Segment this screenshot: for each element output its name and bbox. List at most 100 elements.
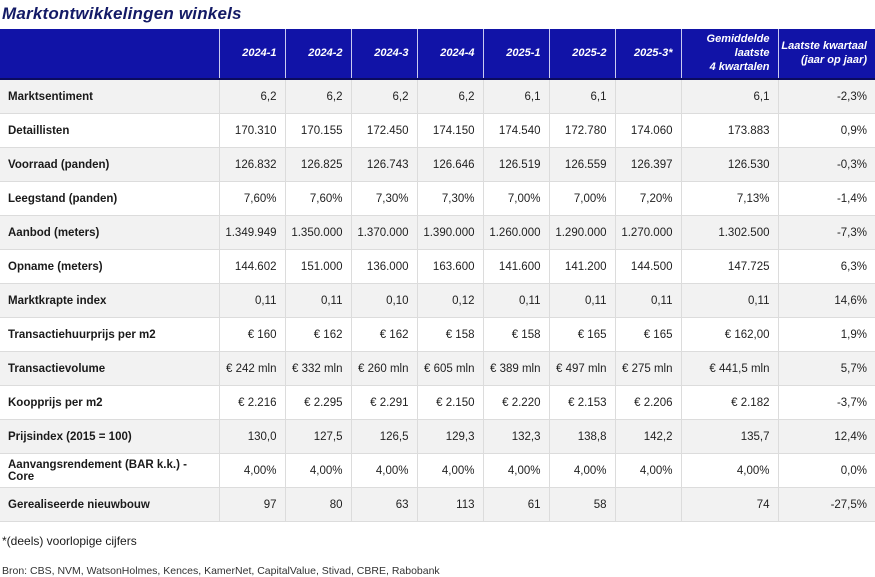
value-cell: € 275 mln bbox=[614, 351, 681, 387]
value-cell: 138,8 bbox=[548, 419, 615, 455]
value-cell: 58 bbox=[548, 487, 615, 523]
value-cell: 7,30% bbox=[350, 181, 417, 217]
value-cell: 135,7 bbox=[680, 419, 778, 455]
value-cell: 141.200 bbox=[548, 249, 615, 285]
value-cell: € 2.291 bbox=[350, 385, 417, 421]
value-cell: 132,3 bbox=[482, 419, 549, 455]
value-cell: € 605 mln bbox=[416, 351, 483, 387]
value-cell: € 441,5 mln bbox=[680, 351, 778, 387]
value-cell: 1.390.000 bbox=[416, 215, 483, 251]
row-label: Aanbod (meters) bbox=[0, 215, 219, 251]
table-row: Marktkrapte index 0,11 0,11 0,10 0,12 0,11 0,1… bbox=[0, 283, 875, 319]
value-cell: 126.519 bbox=[482, 147, 549, 183]
value-cell: € 2.153 bbox=[548, 385, 615, 421]
value-cell: € 162 bbox=[284, 317, 351, 353]
table-row: Aanbod (meters) 1.349.949 1.350.000 1.370.0… bbox=[0, 215, 875, 251]
value-cell: 174.060 bbox=[614, 113, 681, 149]
value-cell: 0,11 bbox=[614, 283, 681, 319]
row-label: Transactiehuurprijs per m2 bbox=[0, 317, 219, 353]
value-cell: 4,00% bbox=[218, 453, 285, 489]
value-cell: 172.780 bbox=[548, 113, 615, 149]
column-header: 2024-2 bbox=[284, 29, 351, 81]
table-row: Transactievolume € 242 mln € 332 mln € 260 … bbox=[0, 351, 875, 387]
source-attribution: Bron: CBS, NVM, WatsonHolmes, Kences, Ka… bbox=[2, 565, 440, 577]
market-developments-table: 2024-1 2024-2 2024-3 2024-4 2025-1 2025-2 2025… bbox=[0, 29, 875, 523]
column-header: 2024-3 bbox=[350, 29, 417, 81]
value-cell: 4,00% bbox=[548, 453, 615, 489]
value-cell: 4,00% bbox=[284, 453, 351, 489]
value-cell: 4,00% bbox=[614, 453, 681, 489]
row-label: Marktsentiment bbox=[0, 79, 219, 115]
value-cell: 6,3% bbox=[777, 249, 875, 285]
value-cell: 141.600 bbox=[482, 249, 549, 285]
value-cell: 97 bbox=[218, 487, 285, 523]
value-cell: -0,3% bbox=[777, 147, 875, 183]
value-cell: 6,1 bbox=[548, 79, 615, 115]
value-cell: 126.646 bbox=[416, 147, 483, 183]
row-label: Voorraad (panden) bbox=[0, 147, 219, 183]
table-body: Marktsentiment 6,2 6,2 6,2 6,2 6,1 6,1 6,1 -2,3%… bbox=[0, 79, 875, 523]
value-cell: 1.290.000 bbox=[548, 215, 615, 251]
value-cell: € 260 mln bbox=[350, 351, 417, 387]
column-header: 2025-1 bbox=[482, 29, 549, 81]
table-row: Transactiehuurprijs per m2 € 160 € 162 € 16… bbox=[0, 317, 875, 353]
table-header: 2024-1 2024-2 2024-3 2024-4 2025-1 2025-2 2025… bbox=[0, 29, 875, 81]
value-cell: 80 bbox=[284, 487, 351, 523]
value-cell: 144.602 bbox=[218, 249, 285, 285]
table-row: Marktsentiment 6,2 6,2 6,2 6,2 6,1 6,1 6,1 -2,3% bbox=[0, 79, 875, 115]
value-cell: 14,6% bbox=[777, 283, 875, 319]
value-cell: 4,00% bbox=[350, 453, 417, 489]
value-cell: 6,2 bbox=[218, 79, 285, 115]
value-cell: 170.155 bbox=[284, 113, 351, 149]
value-cell: -3,7% bbox=[777, 385, 875, 421]
value-cell: € 160 bbox=[218, 317, 285, 353]
header-corner-cell bbox=[0, 29, 219, 81]
row-label: Marktkrapte index bbox=[0, 283, 219, 319]
value-cell: 130,0 bbox=[218, 419, 285, 455]
value-cell: 6,2 bbox=[350, 79, 417, 115]
table-row: Prijsindex (2015 = 100) 130,0 127,5 126,5 12… bbox=[0, 419, 875, 455]
table-row: Leegstand (panden) 7,60% 7,60% 7,30% 7,30% 7,… bbox=[0, 181, 875, 217]
value-cell: 4,00% bbox=[680, 453, 778, 489]
value-cell: 0,11 bbox=[218, 283, 285, 319]
value-cell: 12,4% bbox=[777, 419, 875, 455]
row-label: Gerealiseerde nieuwbouw bbox=[0, 487, 219, 523]
value-cell: € 2.295 bbox=[284, 385, 351, 421]
value-cell: 174.540 bbox=[482, 113, 549, 149]
value-cell: 144.500 bbox=[614, 249, 681, 285]
value-cell: 6,1 bbox=[482, 79, 549, 115]
value-cell: 6,2 bbox=[416, 79, 483, 115]
value-cell: 74 bbox=[680, 487, 778, 523]
value-cell: 170.310 bbox=[218, 113, 285, 149]
value-cell: 7,00% bbox=[482, 181, 549, 217]
column-header: Laatste kwartaal (jaar op jaar) bbox=[777, 29, 875, 81]
value-cell: 163.600 bbox=[416, 249, 483, 285]
row-label: Prijsindex (2015 = 100) bbox=[0, 419, 219, 455]
value-cell: € 497 mln bbox=[548, 351, 615, 387]
value-cell: 1,9% bbox=[777, 317, 875, 353]
row-label: Leegstand (panden) bbox=[0, 181, 219, 217]
value-cell: € 162,00 bbox=[680, 317, 778, 353]
value-cell: 113 bbox=[416, 487, 483, 523]
value-cell: 174.150 bbox=[416, 113, 483, 149]
table-row: Aanvangsrendement (BAR k.k.) - Core 4,00%… bbox=[0, 453, 875, 489]
value-cell: -2,3% bbox=[777, 79, 875, 115]
value-cell: 126.825 bbox=[284, 147, 351, 183]
value-cell: 4,00% bbox=[416, 453, 483, 489]
value-cell: € 2.150 bbox=[416, 385, 483, 421]
value-cell: 126,5 bbox=[350, 419, 417, 455]
value-cell: 61 bbox=[482, 487, 549, 523]
value-cell: 172.450 bbox=[350, 113, 417, 149]
footnote-preliminary-figures: *(deels) voorlopige cijfers bbox=[2, 534, 137, 549]
value-cell: € 242 mln bbox=[218, 351, 285, 387]
value-cell: -1,4% bbox=[777, 181, 875, 217]
value-cell: € 2.182 bbox=[680, 385, 778, 421]
value-cell: 1.349.949 bbox=[218, 215, 285, 251]
value-cell: 7,20% bbox=[614, 181, 681, 217]
column-header: Gemiddelde laatste 4 kwartalen bbox=[680, 29, 778, 81]
value-cell: 173.883 bbox=[680, 113, 778, 149]
value-cell: 7,30% bbox=[416, 181, 483, 217]
column-header: 2025-3* bbox=[614, 29, 681, 81]
value-cell: € 158 bbox=[482, 317, 549, 353]
column-header: 2024-4 bbox=[416, 29, 483, 81]
